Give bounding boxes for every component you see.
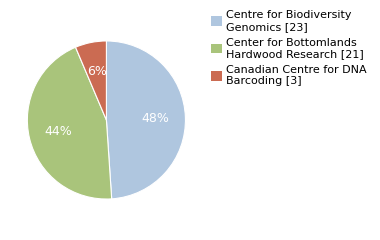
Legend: Centre for Biodiversity
Genomics [23], Center for Bottomlands
Hardwood Research : Centre for Biodiversity Genomics [23], C… [211,10,367,86]
Wedge shape [76,41,106,120]
Wedge shape [106,41,185,199]
Text: 6%: 6% [87,66,106,78]
Text: 48%: 48% [141,112,169,125]
Wedge shape [27,47,112,199]
Text: 44%: 44% [45,125,73,138]
